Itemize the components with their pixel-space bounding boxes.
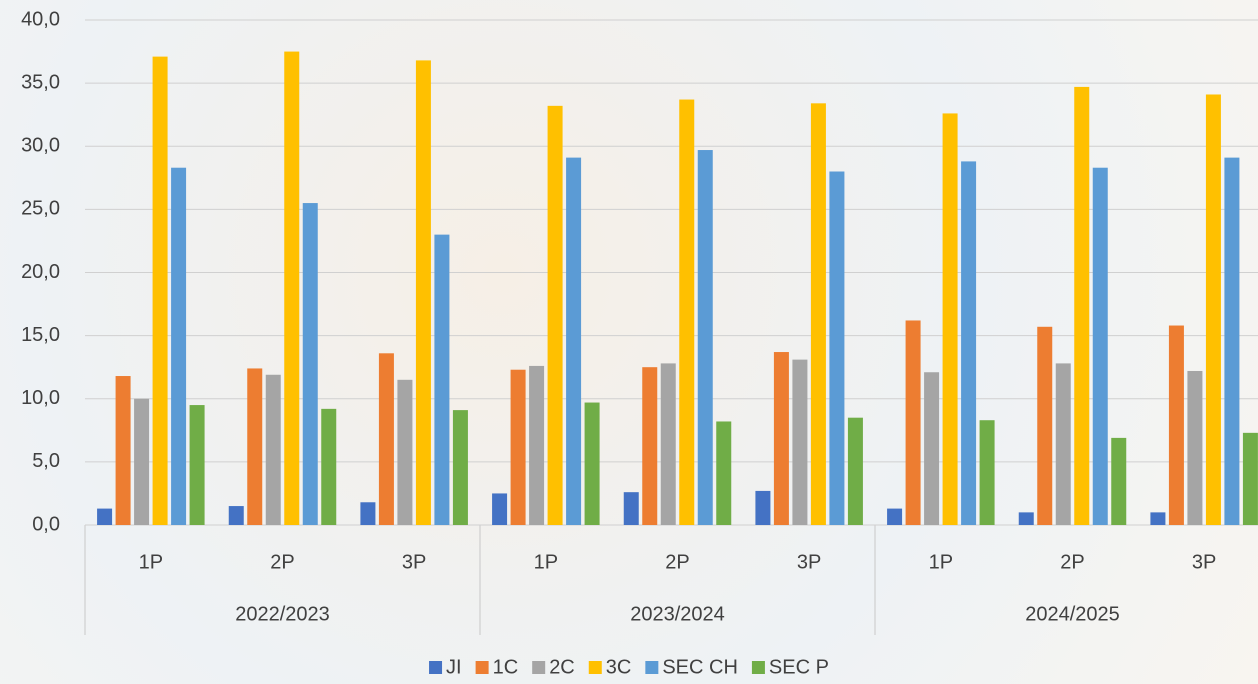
bar: [661, 363, 676, 525]
x-tick-label: 2P: [270, 551, 294, 573]
bar: [190, 405, 205, 525]
x-tick-label: 1P: [534, 551, 558, 573]
x-tick-label: 1P: [139, 551, 163, 573]
bar: [379, 353, 394, 525]
bar: [548, 106, 563, 525]
legend-label: 1C: [493, 656, 519, 678]
bar: [585, 403, 600, 525]
x-tick-label: 3P: [402, 551, 426, 573]
bar: [492, 493, 507, 525]
legend-label: 3C: [606, 656, 632, 678]
bar: [116, 376, 131, 525]
chart: 0,0 5,0 10,0 15,0 20,0 25,0 30,0 35,0 40,0 1P 2P 3P…: [0, 0, 1258, 684]
bar: [829, 172, 844, 526]
bar: [848, 418, 863, 525]
x-tick-label: 2P: [665, 551, 689, 573]
x-tick-label: 3P: [797, 551, 821, 573]
bar: [1187, 371, 1202, 525]
bar: [97, 509, 112, 525]
y-tick-label: 25,0: [21, 198, 60, 220]
legend-swatch: [645, 661, 658, 674]
y-tick-label: 40,0: [21, 8, 60, 30]
y-tick-label: 15,0: [21, 324, 60, 346]
legend-label: SEC P: [769, 656, 829, 678]
bar: [321, 409, 336, 525]
legend-swatch: [429, 661, 442, 674]
bar: [679, 100, 694, 525]
bar: [247, 368, 262, 525]
bar: [303, 203, 318, 525]
bar: [924, 372, 939, 525]
bar: [284, 52, 299, 525]
bar: [566, 158, 581, 525]
bar: [980, 420, 995, 525]
x-tick-label: 2P: [1060, 551, 1084, 573]
bar: [1169, 326, 1184, 525]
legend-label: JI: [446, 656, 462, 678]
group-label: 2022/2023: [235, 603, 330, 625]
bar: [961, 161, 976, 525]
bar: [943, 113, 958, 525]
bar: [134, 399, 149, 525]
bar: [792, 360, 807, 525]
bar: [1037, 327, 1052, 525]
bar: [1019, 512, 1034, 525]
y-tick-label: 10,0: [21, 387, 60, 409]
bar: [624, 492, 639, 525]
bar: [453, 410, 468, 525]
bar: [755, 491, 770, 525]
bar: [642, 367, 657, 525]
bar: [153, 57, 168, 525]
y-tick-label: 0,0: [32, 513, 60, 535]
bar: [906, 320, 921, 525]
bar: [511, 370, 526, 525]
y-tick-label: 5,0: [32, 450, 60, 472]
bar: [1243, 433, 1258, 525]
legend-label: SEC CH: [662, 656, 738, 678]
bar: [1111, 438, 1126, 525]
group-label: 2024/2025: [1025, 603, 1120, 625]
bar: [229, 506, 244, 525]
bar: [887, 509, 902, 525]
bar: [1093, 168, 1108, 525]
bar: [434, 235, 449, 525]
bar: [811, 103, 826, 525]
bar: [1074, 87, 1089, 525]
bar: [1206, 94, 1221, 525]
bar: [774, 352, 789, 525]
bar: [266, 375, 281, 525]
bar: [397, 380, 412, 525]
x-tick-label: 3P: [1192, 551, 1216, 573]
legend-swatch: [532, 661, 545, 674]
legend-label: 2C: [549, 656, 575, 678]
bar: [171, 168, 186, 525]
x-tick-label: 1P: [929, 551, 953, 573]
bar: [698, 150, 713, 525]
bar: [416, 60, 431, 525]
y-tick-label: 30,0: [21, 135, 60, 157]
bar: [716, 421, 731, 525]
legend-swatch: [476, 661, 489, 674]
y-tick-label: 20,0: [21, 261, 60, 283]
group-label: 2023/2024: [630, 603, 725, 625]
legend-swatch: [589, 661, 602, 674]
bar: [529, 366, 544, 525]
bar: [1056, 363, 1071, 525]
bar: [1224, 158, 1239, 525]
y-tick-label: 35,0: [21, 71, 60, 93]
bar: [360, 502, 375, 525]
legend-swatch: [752, 661, 765, 674]
bar: [1150, 512, 1165, 525]
